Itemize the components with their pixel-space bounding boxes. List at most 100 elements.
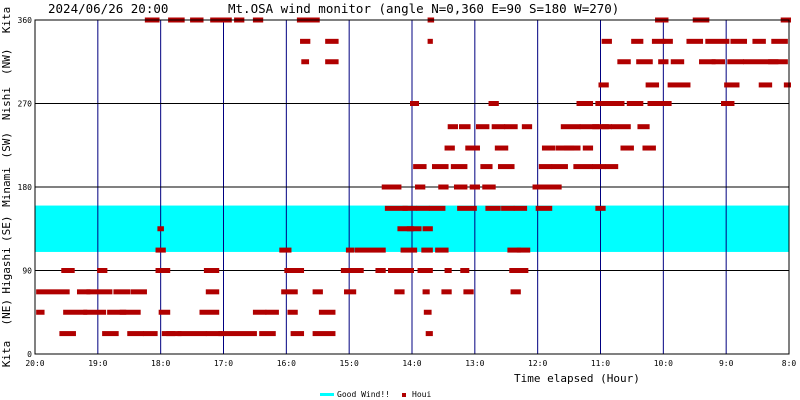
wind-direction-point	[416, 205, 430, 211]
y-tick-label: 270	[18, 100, 33, 109]
wind-direction-point	[658, 59, 669, 65]
wind-direction-point	[560, 124, 581, 130]
legend-houi-label: Houi	[412, 390, 431, 399]
wind-direction-point	[686, 38, 704, 44]
wind-direction-point	[413, 164, 427, 170]
wind-direction-point	[402, 205, 418, 211]
wind-direction-point	[626, 101, 644, 106]
x-axis-title: Time elapsed (Hour)	[514, 372, 640, 385]
wind-direction-point	[417, 268, 433, 273]
wind-direction-point	[415, 184, 426, 190]
wind-direction-point	[620, 145, 634, 151]
wind-direction-point	[438, 184, 449, 190]
wind-direction-point	[218, 331, 257, 337]
left-axis-label: Kita	[0, 341, 13, 368]
wind-direction-point	[205, 289, 220, 295]
wind-direction-point	[113, 289, 130, 295]
legend-good-wind-label: Good Wind!!	[337, 390, 390, 399]
x-tick-label: 13:0	[465, 359, 484, 368]
wind-direction-point	[252, 309, 267, 315]
x-tick-labels: 20:0 19:0 18:0 17:0 16:0 15:0 14:0 13:0 12:0 11:0…	[25, 359, 796, 368]
x-tick-label: 16:0	[277, 359, 296, 368]
x-tick-label: 8:0	[782, 359, 797, 368]
wind-direction-point	[607, 101, 625, 106]
wind-direction-point	[435, 247, 449, 253]
wind-direction-point	[444, 145, 455, 151]
legend: Good Wind!! Houi	[320, 390, 431, 399]
wind-direction-point	[730, 38, 748, 44]
wind-direction-point	[421, 247, 433, 253]
wind-direction-point	[768, 59, 788, 65]
wind-direction-point	[667, 82, 691, 88]
wind-direction-point	[400, 247, 418, 253]
wind-direction-point	[576, 101, 594, 106]
wind-direction-point	[579, 124, 600, 130]
wind-direction-point	[532, 184, 550, 190]
wind-direction-point	[647, 101, 663, 106]
wind-direction-point	[541, 145, 556, 151]
wind-direction-point	[86, 289, 113, 295]
wind-direction-point	[662, 38, 673, 44]
wind-direction-point	[158, 309, 171, 315]
y-tick-label: 360	[18, 16, 33, 25]
wind-direction-point	[259, 331, 276, 337]
wind-direction-point	[469, 184, 480, 190]
wind-direction-point	[465, 145, 480, 151]
wind-direction-point	[705, 38, 730, 44]
wind-direction-point	[457, 205, 477, 211]
wind-direction-point	[497, 164, 515, 170]
wind-direction-point	[384, 205, 408, 211]
wind-direction-point	[381, 184, 396, 190]
wind-direction-point	[758, 82, 773, 88]
wind-direction-point	[166, 331, 182, 337]
wind-direction-point	[488, 101, 499, 106]
wind-direction-point	[494, 145, 509, 151]
wind-direction-point	[447, 124, 458, 130]
wind-direction-point	[592, 164, 606, 170]
chart-title: Mt.OSA wind monitor (angle N=0,360 E=90 …	[228, 1, 619, 16]
data-points	[36, 17, 791, 337]
wind-direction-point	[592, 124, 609, 130]
left-axis-label: Minami	[0, 167, 13, 207]
wind-direction-point	[743, 59, 779, 65]
x-tick-label: 10:0	[654, 359, 673, 368]
wind-direction-point	[155, 268, 171, 273]
wind-direction-point	[595, 205, 606, 211]
wind-direction-point	[119, 309, 141, 315]
wind-direction-point	[651, 38, 666, 44]
wind-direction-point	[601, 38, 612, 44]
wind-direction-point	[287, 309, 298, 315]
wind-direction-point	[431, 164, 449, 170]
wind-direction-point	[510, 289, 521, 295]
legend-good-wind-swatch	[320, 393, 334, 396]
wind-direction-point	[102, 331, 119, 337]
x-tick-label: 12:0	[528, 359, 547, 368]
wind-direction-point	[325, 38, 339, 44]
wind-direction-point	[752, 38, 766, 44]
wind-direction-point	[535, 205, 553, 211]
wind-direction-point	[724, 82, 740, 88]
wind-direction-point	[312, 331, 336, 337]
left-axis-label: (NW)	[0, 49, 13, 76]
wind-direction-point	[480, 164, 493, 170]
wind-direction-point	[631, 38, 644, 44]
wind-direction-point	[563, 145, 581, 151]
wind-direction-point	[392, 184, 402, 190]
wind-direction-point	[279, 247, 292, 253]
wind-direction-point	[265, 309, 279, 315]
wind-direction-point	[61, 268, 75, 273]
x-tick-label: 19:0	[88, 359, 107, 368]
wind-direction-point	[388, 268, 405, 273]
wind-direction-point	[318, 309, 336, 315]
wind-direction-point	[155, 247, 166, 253]
wind-direction-point	[354, 247, 386, 253]
y-tick-label: 0	[27, 350, 32, 359]
wind-direction-point	[403, 268, 414, 273]
wind-direction-point	[509, 268, 523, 273]
wind-direction-point	[410, 101, 420, 106]
wind-direction-point	[394, 289, 405, 295]
y-tick-label: 90	[22, 267, 32, 276]
wind-direction-point	[157, 226, 164, 232]
wind-direction-point	[482, 184, 496, 190]
